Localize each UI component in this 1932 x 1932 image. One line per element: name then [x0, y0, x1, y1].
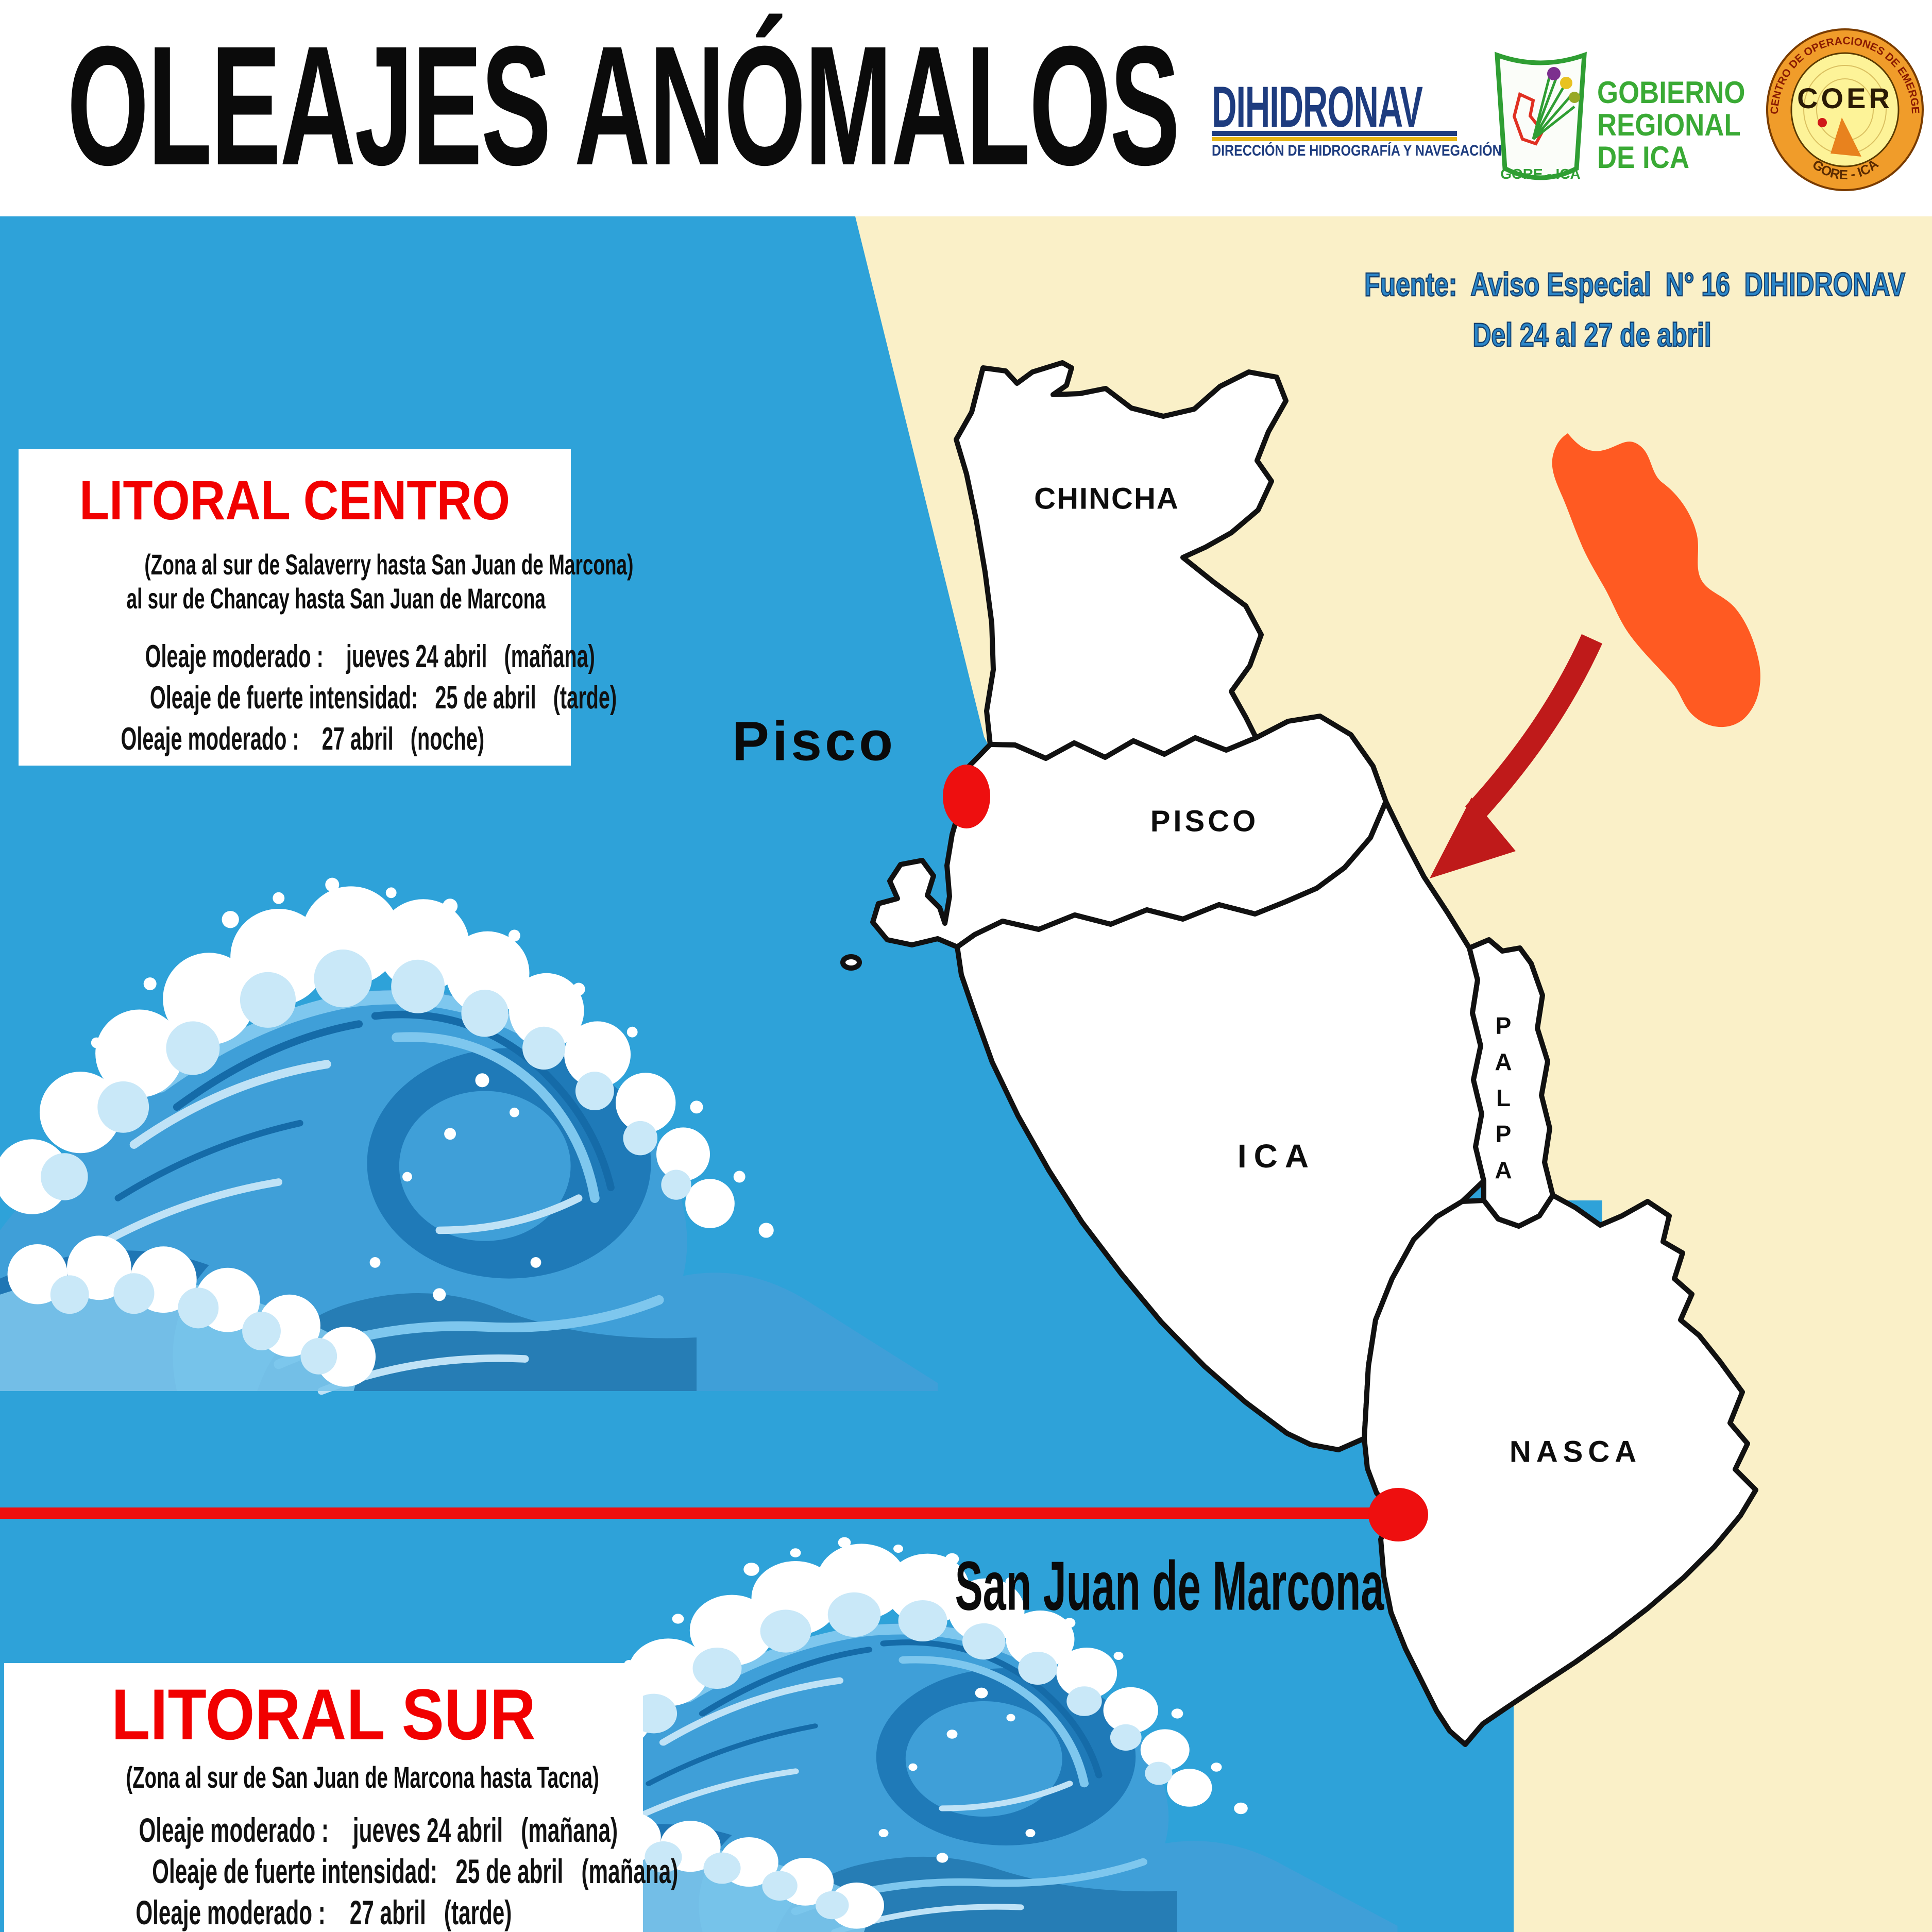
- ica-department-map: [840, 360, 1758, 1747]
- gore-ica-caption: GORE - ICA: [1500, 166, 1581, 182]
- dihidronav-navy-rule: [1212, 131, 1457, 136]
- forecast-line: Oleaje de fuerte intensidad: 25 de abril…: [149, 680, 617, 716]
- label-city-pisco: Pisco: [732, 709, 896, 772]
- litoral-sur-box: LITORAL SUR (Zona al sur de San Juan de …: [4, 1663, 679, 1932]
- peru-inset-map: [1552, 433, 1760, 727]
- coer-compass-needle: [1831, 117, 1861, 157]
- alert-line: [0, 1507, 1399, 1519]
- litoral-centro-box: LITORAL CENTRO (Zona al sur de Salaverry…: [19, 449, 634, 766]
- label-city-marcona: San Juan de Marcona: [955, 1547, 1384, 1625]
- dihidronav-subtitle: DIRECCIÓN DE HIDROGRAFÍA Y NAVEGACIÓN: [1212, 142, 1502, 159]
- peru-outline-icon: [1512, 92, 1545, 146]
- flower-stems: [1532, 75, 1575, 140]
- litoral-sur-title: LITORAL SUR: [111, 1674, 536, 1755]
- litoral-sur-forecast: Oleaje moderado : jueves 24 abril (mañan…: [4, 1809, 679, 1932]
- island: [840, 954, 862, 971]
- forecast-line: Oleaje de fuerte intensidad: 25 de abril…: [152, 1852, 679, 1890]
- litoral-centro-forecast: Oleaje moderado : jueves 24 abril (mañan…: [19, 636, 617, 760]
- label-province-pisco: PISCO: [1150, 804, 1259, 838]
- dihidronav-gold-rule: [1212, 137, 1457, 141]
- label-province-ica: ICA: [1237, 1138, 1316, 1175]
- page-title: OLEAJES ANÓMALOS: [67, 10, 1180, 200]
- forecast-line: Oleaje moderado : 27 abril (tarde): [135, 1893, 512, 1931]
- arrow-icon: [1430, 634, 1603, 878]
- coer-seal: CENTRO DE OPERACIONES DE EMERGENCIA REGI…: [1765, 27, 1924, 191]
- litoral-centro-zone: (Zona al sur de Salaverry hasta San Juan…: [126, 548, 634, 615]
- dihidronav-wordmark: DIHIDRONAV: [1212, 75, 1423, 139]
- forecast-line: Oleaje moderado : 27 abril (noche): [121, 721, 485, 757]
- source-note-line1: Fuente: Aviso Especial N° 16 DIHIDRONAV: [1364, 266, 1906, 303]
- province-nasca: [1362, 1193, 1758, 1747]
- pisco-location-dot: [943, 765, 990, 828]
- marcona-location-dot: [1368, 1488, 1428, 1541]
- forecast-line: Oleaje moderado : jueves 24 abril (mañan…: [145, 639, 595, 674]
- label-province-chincha: CHINCHA: [1034, 482, 1179, 516]
- label-province-nasca: NASCA: [1509, 1435, 1642, 1469]
- label-province-palpa: PALPA: [1490, 1012, 1517, 1193]
- litoral-centro-title: LITORAL CENTRO: [79, 469, 510, 531]
- gobierno-regional-text: GOBIERNO REGIONAL DE ICA: [1597, 75, 1745, 175]
- gore-ica-emblem: GORE - ICA: [1495, 52, 1587, 182]
- litoral-sur-zone: (Zona al sur de San Juan de Marcona hast…: [126, 1761, 599, 1794]
- coer-acronym: COER: [1797, 82, 1893, 114]
- forecast-line: Oleaje moderado : jueves 24 abril (mañan…: [139, 1811, 618, 1849]
- source-note-line2: Del 24 al 27 de abril: [1472, 316, 1711, 353]
